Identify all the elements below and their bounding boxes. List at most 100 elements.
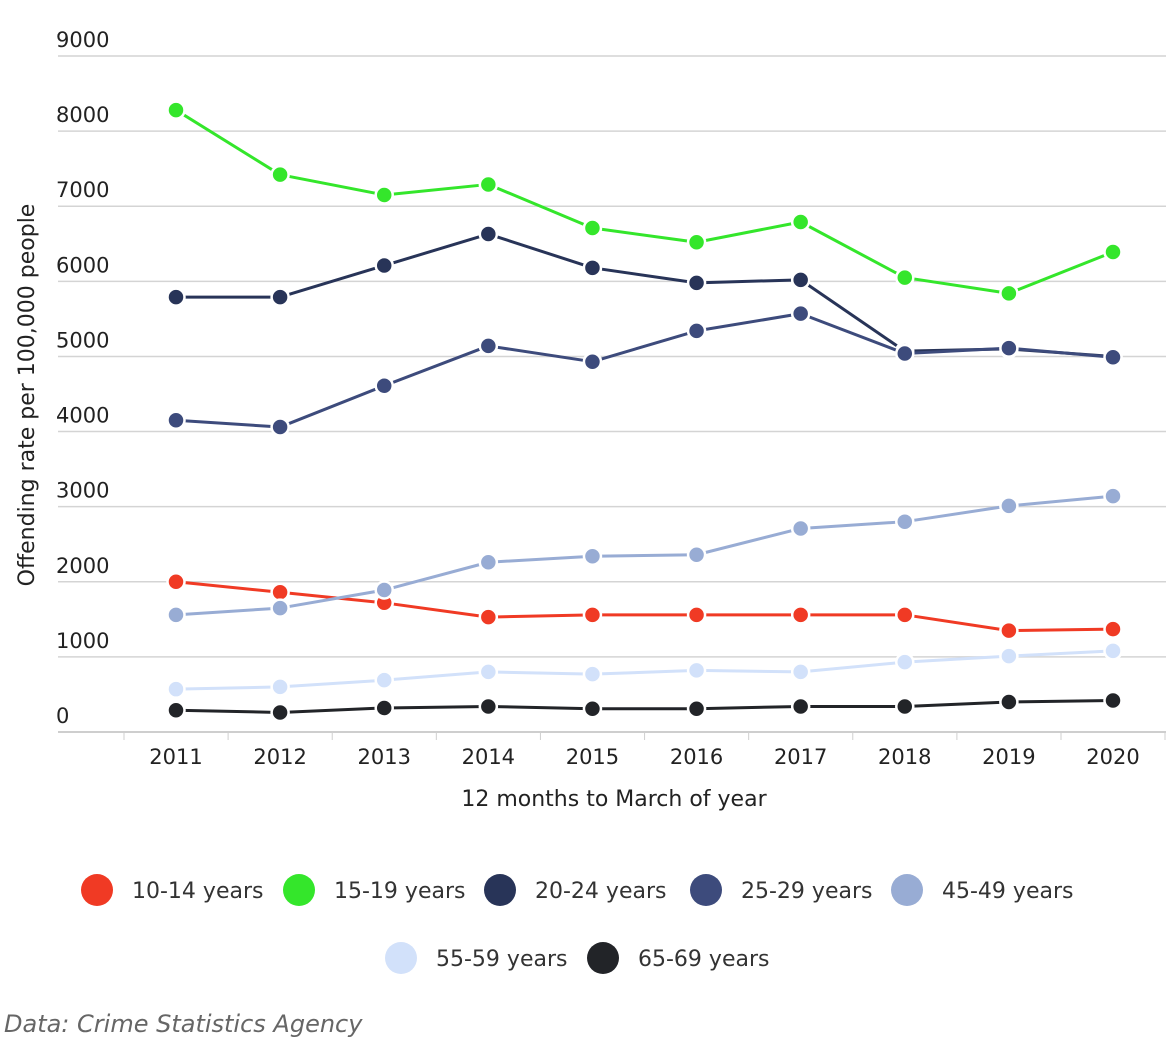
data-point[interactable]	[582, 351, 603, 372]
y-tick-label-5000: 5000	[56, 328, 109, 352]
data-point[interactable]	[895, 267, 915, 288]
data-point[interactable]	[895, 511, 915, 532]
data-point[interactable]	[790, 605, 811, 625]
series-line	[174, 580, 1115, 633]
data-point[interactable]	[686, 660, 707, 681]
legend-item-65-69-years[interactable]: 65-69 years	[587, 942, 769, 974]
data-point[interactable]	[374, 375, 394, 396]
data-point[interactable]	[270, 702, 290, 723]
data-point[interactable]	[999, 646, 1019, 666]
legend-item-15-19-years[interactable]: 15-19 years	[283, 874, 465, 906]
legend-item-45-49-years[interactable]: 45-49 years	[891, 874, 1073, 906]
data-point[interactable]	[999, 620, 1019, 641]
data-point[interactable]	[374, 580, 394, 600]
data-point[interactable]	[166, 410, 186, 431]
legend-swatch	[385, 942, 417, 974]
data-point[interactable]	[582, 698, 603, 719]
data-point[interactable]	[374, 185, 394, 205]
x-tick-label-2013: 2013	[357, 745, 410, 769]
data-point[interactable]	[686, 605, 707, 625]
x-tick-label-2011: 2011	[149, 745, 202, 769]
data-point[interactable]	[166, 287, 186, 307]
data-point[interactable]	[999, 338, 1019, 358]
data-point[interactable]	[374, 255, 394, 276]
data-point[interactable]	[999, 496, 1019, 516]
series-25-29-years	[166, 303, 1123, 437]
legend-item-10-14-years[interactable]: 10-14 years	[81, 874, 263, 906]
data-point[interactable]	[999, 283, 1019, 304]
series-line	[174, 312, 1115, 429]
x-tick-label-2017: 2017	[774, 745, 827, 769]
data-point[interactable]	[478, 607, 499, 627]
data-point[interactable]	[478, 174, 499, 195]
data-point[interactable]	[790, 270, 811, 290]
data-point[interactable]	[478, 224, 499, 244]
legend-item-25-29-years[interactable]: 25-29 years	[690, 874, 872, 906]
data-point[interactable]	[1103, 486, 1123, 506]
series-line	[174, 494, 1115, 617]
data-point[interactable]	[374, 698, 394, 718]
data-point[interactable]	[1103, 690, 1123, 711]
data-point[interactable]	[790, 303, 811, 324]
data-point[interactable]	[686, 321, 707, 341]
y-tick-label-8000: 8000	[56, 103, 109, 127]
y-tick-label-2000: 2000	[56, 554, 109, 578]
data-point[interactable]	[166, 700, 186, 720]
data-point[interactable]	[999, 692, 1019, 712]
legend-item-55-59-years[interactable]: 55-59 years	[385, 942, 567, 974]
data-point[interactable]	[270, 164, 290, 185]
data-point[interactable]	[478, 696, 499, 717]
data-point[interactable]	[790, 212, 811, 232]
data-point[interactable]	[895, 652, 915, 672]
data-point[interactable]	[1103, 619, 1123, 639]
legend-label: 10-14 years	[132, 879, 263, 904]
series-45-49-years	[166, 486, 1123, 625]
data-point[interactable]	[1103, 347, 1123, 367]
data-point[interactable]	[686, 273, 707, 293]
series-line	[174, 232, 1115, 358]
legend-item-20-24-years[interactable]: 20-24 years	[484, 874, 666, 906]
data-point[interactable]	[686, 544, 707, 565]
legend-label: 55-59 years	[436, 947, 567, 972]
data-point[interactable]	[166, 679, 186, 699]
data-point[interactable]	[166, 605, 186, 625]
data-point[interactable]	[374, 670, 394, 690]
x-axis-title: 12 months to March of year	[461, 787, 767, 812]
data-point[interactable]	[270, 598, 290, 618]
data-point[interactable]	[582, 258, 603, 278]
data-point[interactable]	[1103, 242, 1123, 262]
x-tick-label-2012: 2012	[253, 745, 306, 769]
legend-label: 25-29 years	[741, 879, 872, 904]
data-point[interactable]	[270, 417, 290, 437]
series-10-14-years	[166, 572, 1123, 641]
data-point[interactable]	[478, 552, 499, 572]
data-point[interactable]	[270, 677, 290, 697]
data-point[interactable]	[166, 100, 186, 120]
data-point[interactable]	[895, 696, 915, 717]
data-point[interactable]	[582, 546, 603, 566]
legend-label: 65-69 years	[638, 947, 769, 972]
data-point[interactable]	[582, 664, 603, 684]
data-point[interactable]	[582, 605, 603, 625]
x-tick-label-2019: 2019	[982, 745, 1035, 769]
data-point[interactable]	[895, 343, 915, 364]
data-point[interactable]	[790, 662, 811, 682]
y-tick-label-6000: 6000	[56, 253, 109, 277]
data-point[interactable]	[166, 572, 186, 592]
data-point[interactable]	[270, 582, 290, 603]
data-point[interactable]	[686, 232, 707, 253]
legend-swatch	[587, 942, 619, 974]
data-point[interactable]	[790, 518, 811, 539]
x-axis-ticks: 2011 2012 2013 2014 2015 2016 2017 2018 2019 2020	[123, 732, 1166, 769]
data-point[interactable]	[270, 287, 290, 307]
data-point[interactable]	[1103, 641, 1123, 661]
data-point[interactable]	[790, 696, 811, 717]
x-tick-label-2016: 2016	[670, 745, 723, 769]
data-point[interactable]	[582, 218, 603, 238]
data-point[interactable]	[478, 662, 499, 682]
legend-label: 20-24 years	[535, 879, 666, 904]
data-point[interactable]	[895, 605, 915, 625]
data-point[interactable]	[478, 336, 499, 356]
legend: 10-14 years 15-19 years 20-24 years 25-29 y…	[81, 874, 1073, 974]
data-point[interactable]	[686, 698, 707, 719]
